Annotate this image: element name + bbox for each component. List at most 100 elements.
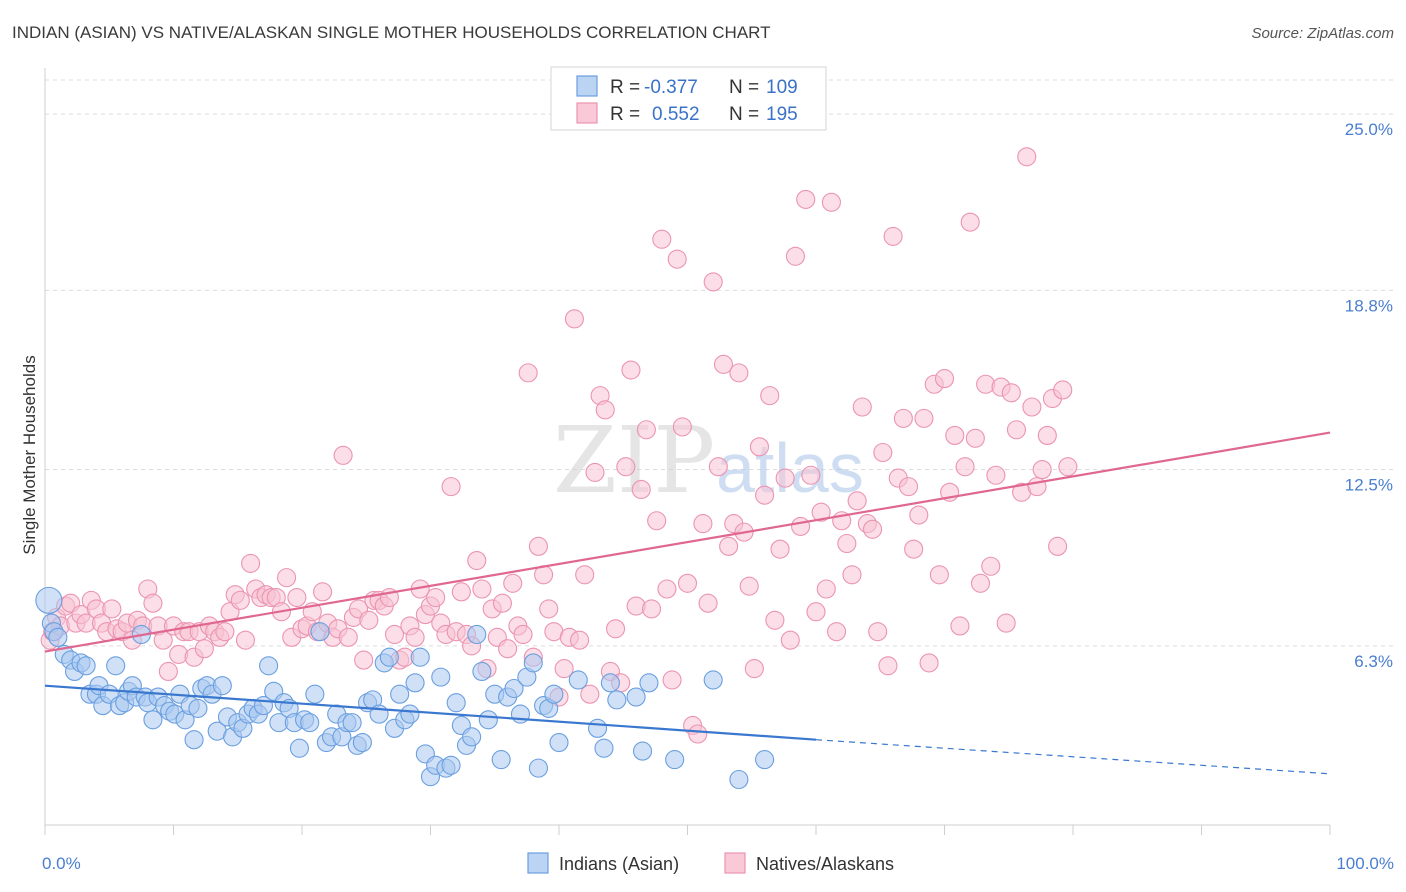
point-natives — [277, 568, 297, 588]
point-indians — [462, 727, 482, 747]
point-natives — [785, 246, 805, 266]
point-natives — [539, 599, 559, 619]
point-indians — [305, 684, 325, 704]
trend-line-indians — [44, 684, 817, 741]
point-natives — [883, 226, 903, 246]
point-natives — [898, 477, 919, 497]
point-natives — [230, 590, 250, 610]
point-natives — [827, 622, 847, 642]
point-natives — [852, 397, 872, 417]
legend-n-label-2: N = — [729, 104, 759, 125]
point-natives — [904, 539, 924, 559]
point-natives — [652, 229, 672, 249]
point-natives — [513, 624, 533, 645]
point-natives — [719, 536, 739, 556]
point-natives — [585, 462, 605, 482]
point-natives — [677, 573, 698, 593]
point-indians — [639, 673, 659, 693]
point-natives — [647, 511, 667, 531]
point-natives — [313, 582, 333, 602]
point-natives — [102, 599, 122, 619]
point-natives — [1017, 147, 1037, 167]
point-indians — [544, 684, 564, 704]
legend-bottom-label-natives: Natives/Alaskans — [756, 854, 894, 874]
point-indians — [568, 670, 588, 690]
point-natives — [775, 468, 795, 488]
y-tick-label: 18.8% — [1345, 296, 1393, 315]
point-natives — [873, 442, 893, 463]
source-label: Source: ZipAtlas.com — [1251, 25, 1394, 42]
y-tick-label: 12.5% — [1345, 476, 1393, 495]
point-natives — [492, 593, 513, 613]
point-natives — [950, 616, 970, 636]
point-natives — [688, 724, 708, 744]
point-natives — [1048, 536, 1068, 556]
legend-r-value-1: -0.377 — [644, 77, 698, 98]
point-indians — [626, 687, 646, 707]
point-natives — [621, 360, 641, 380]
point-natives — [934, 369, 955, 389]
point-natives — [354, 650, 374, 670]
point-natives — [554, 659, 574, 679]
point-indians — [259, 656, 279, 676]
point-indians — [48, 627, 68, 647]
point-natives — [636, 420, 656, 440]
point-natives — [821, 192, 841, 212]
legend-n-label-1: N = — [729, 77, 759, 98]
point-natives — [564, 309, 584, 329]
watermark-atlas: atlas — [716, 429, 864, 507]
legend-r-value-2: 0.552 — [652, 104, 700, 125]
legend-r-label-2: R = — [610, 104, 640, 125]
point-indians — [478, 710, 498, 730]
point-indians — [289, 738, 309, 758]
watermark: ZIP atlas — [553, 407, 864, 514]
point-natives — [384, 624, 405, 645]
point-indians — [352, 732, 372, 753]
point-natives — [868, 622, 888, 642]
point-natives — [451, 582, 471, 602]
point-natives — [760, 386, 780, 406]
point-natives — [605, 619, 626, 639]
point-indians — [607, 690, 627, 710]
point-indians — [632, 741, 653, 761]
point-indians — [76, 656, 96, 676]
point-indians — [528, 758, 548, 778]
point-natives — [842, 565, 862, 585]
trend-line-natives — [44, 431, 1331, 653]
point-natives — [878, 656, 898, 676]
point-natives — [729, 363, 749, 383]
point-indians — [35, 586, 63, 614]
point-natives — [498, 639, 518, 659]
legend-n-value-2: 195 — [766, 104, 798, 125]
legend-top: R = -0.377 N = 109 R = 0.552 N = 195 — [550, 66, 827, 131]
point-natives — [667, 249, 687, 269]
point-indians — [523, 653, 543, 673]
legend-bottom-swatch-pink — [724, 852, 746, 874]
point-indians — [212, 676, 232, 696]
point-indians — [441, 755, 461, 775]
point-natives — [158, 661, 178, 682]
point-natives — [441, 477, 461, 497]
legend-bottom-label-indians: Indians (Asian) — [559, 854, 679, 874]
point-indians — [467, 624, 487, 645]
point-natives — [765, 610, 785, 630]
y-tick-label: 25.0% — [1345, 120, 1393, 139]
point-indians — [184, 730, 204, 750]
trend-lines — [44, 431, 1331, 775]
point-natives — [528, 536, 548, 556]
point-indians — [504, 678, 524, 699]
point-natives — [641, 599, 662, 619]
point-natives — [1053, 380, 1073, 400]
trend-line-indians-extrapolated — [815, 739, 1331, 775]
point-natives — [862, 519, 883, 539]
point-indians — [143, 710, 163, 730]
point-natives — [816, 579, 836, 599]
point-indians — [410, 647, 430, 667]
point-natives — [955, 457, 975, 477]
point-natives — [405, 627, 425, 647]
point-natives — [981, 556, 1001, 576]
point-natives — [811, 502, 831, 522]
point-natives — [672, 417, 692, 437]
legend-r-label-1: R = — [610, 77, 640, 98]
